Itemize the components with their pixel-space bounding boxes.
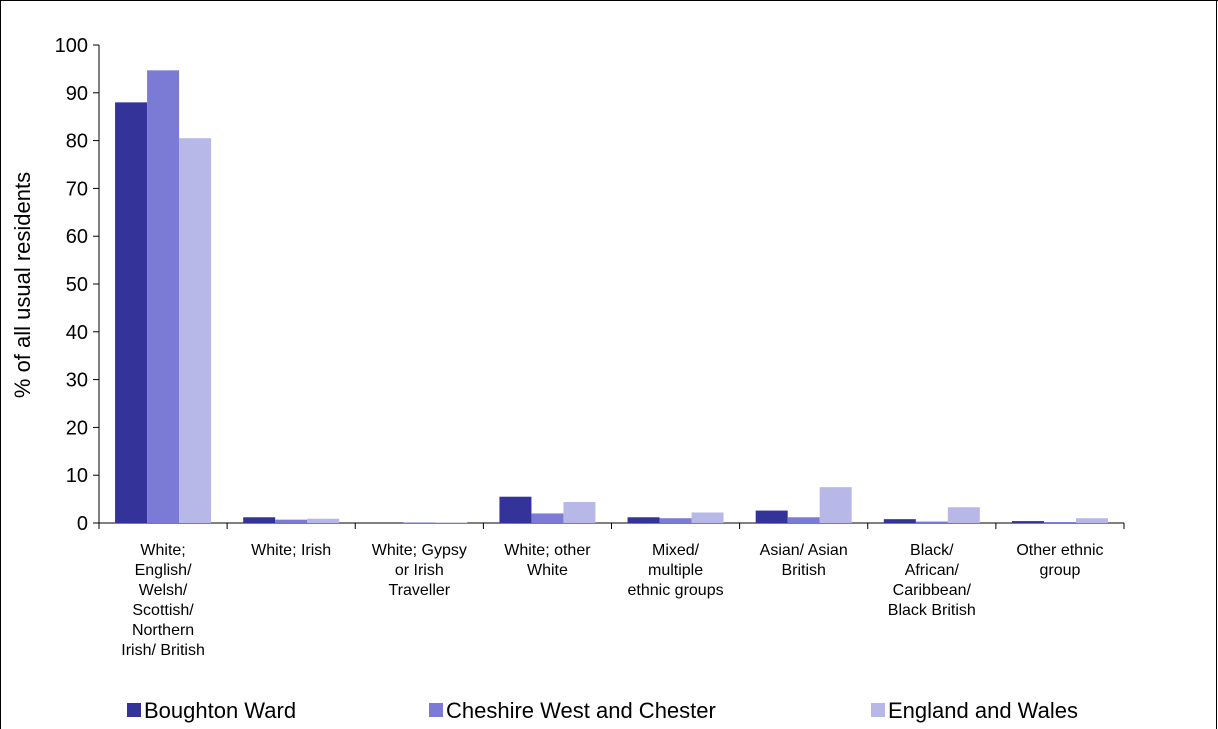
y-tick-label: 10 [66, 465, 88, 487]
x-tick-label: African/ [905, 562, 960, 579]
frame-right-border [1216, 0, 1217, 729]
bar [691, 512, 724, 523]
y-tick-label: 0 [77, 513, 88, 535]
bar [115, 102, 148, 524]
x-tick-label: Traveller [388, 582, 450, 599]
bar [307, 518, 340, 523]
bar [1075, 518, 1108, 523]
x-tick-label: Scottish/ [132, 602, 194, 619]
bar [755, 510, 788, 523]
y-tick-label: 90 [66, 83, 88, 105]
bar [627, 517, 660, 523]
y-axis-label: % of all usual residents [10, 172, 35, 398]
frame-top-border [0, 0, 1218, 1]
legend-swatch [429, 703, 443, 717]
bar [659, 518, 692, 523]
x-tick-label: Mixed/ [652, 542, 700, 559]
bar [787, 517, 820, 523]
x-tick-label: Welsh/ [139, 582, 188, 599]
y-tick-label: 50 [66, 274, 88, 296]
x-tick-label: Black British [888, 602, 976, 619]
legend-label: Cheshire West and Chester [446, 698, 716, 723]
bar [1011, 521, 1044, 523]
x-tick-label: British [781, 562, 825, 579]
y-tick-label: 100 [55, 35, 88, 57]
y-tick-label: 30 [66, 370, 88, 392]
bar [179, 138, 212, 523]
x-tick-label: Asian/ Asian [760, 542, 848, 559]
x-tick-label: multiple [648, 562, 703, 579]
bar [883, 519, 916, 523]
bar [275, 519, 308, 523]
legend-label: England and Wales [888, 698, 1078, 723]
x-tick-label: group [1039, 562, 1080, 579]
y-tick-label: 40 [66, 322, 88, 344]
legend-swatch [871, 703, 885, 717]
x-tick-label: White; [140, 542, 185, 559]
x-tick-label: White [527, 562, 568, 579]
x-tick-label: Caribbean/ [893, 582, 972, 599]
bar [499, 496, 532, 523]
x-tick-label: or Irish [395, 562, 444, 579]
x-tick-label: White; Irish [251, 542, 331, 559]
bar [819, 487, 852, 523]
bar [1043, 522, 1076, 523]
x-tick-label: Other ethnic [1016, 542, 1103, 559]
legend-label: Boughton Ward [144, 698, 296, 723]
x-tick-label: White; Gypsy [372, 542, 467, 559]
y-tick-label: 70 [66, 178, 88, 200]
x-tick-label: Black/ [910, 542, 954, 559]
y-tick-label: 60 [66, 226, 88, 248]
plot-area: 0 10 20 30 40 50 60 70 80 90 100 White; English/Wels… [55, 35, 1125, 659]
x-tick-label: Northern [132, 622, 194, 639]
bar [243, 517, 276, 523]
legend-swatch [127, 703, 141, 717]
x-tick-label: English/ [135, 562, 192, 579]
bar [147, 70, 180, 524]
y-tick-label: 20 [66, 417, 88, 439]
x-tick-label: Irish/ British [121, 642, 205, 659]
bar [531, 513, 564, 523]
legend: Boughton Ward Cheshire West and Chester En… [127, 698, 1078, 723]
bar [915, 521, 948, 523]
x-tick-label: White; other [504, 542, 591, 559]
y-tick-label: 80 [66, 131, 88, 153]
x-tick-label: ethnic groups [628, 582, 724, 599]
bar [947, 507, 980, 523]
bar [563, 501, 596, 523]
